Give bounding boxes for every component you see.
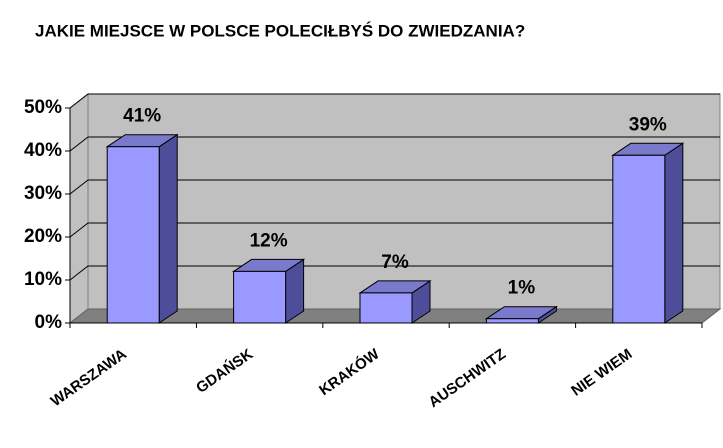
value-label: 12% (250, 230, 288, 251)
grid-line (69, 265, 720, 281)
value-label: 39% (629, 114, 667, 135)
bar (359, 292, 413, 324)
x-tick-label: GDAŃSK (193, 346, 256, 397)
x-tick-label: WARSZAWA (48, 346, 130, 411)
y-tick-label: 50% (24, 97, 62, 118)
grid-line (69, 136, 720, 152)
bar-side (664, 142, 684, 324)
grid-line (69, 93, 720, 109)
chart-title: JAKIE MIEJSCE W POLSCE POLECIŁBYŚ DO ZWI… (35, 21, 525, 40)
y-tick-label: 30% (24, 183, 62, 204)
x-tick-label: AUSCHWITZ (425, 346, 508, 412)
value-label: 1% (508, 278, 536, 299)
y-tick-label: 20% (24, 226, 62, 247)
bar (485, 318, 539, 324)
value-label: 7% (381, 252, 409, 273)
bar (612, 154, 666, 324)
y-tick-label: 10% (24, 269, 62, 290)
bar (233, 270, 287, 324)
value-label: 41% (123, 106, 161, 127)
side-wall (69, 92, 89, 325)
bar (106, 146, 160, 324)
y-tick-label: 40% (24, 140, 62, 161)
y-tick-label: 0% (35, 312, 63, 333)
x-tick-label: KRAKÓW (316, 344, 384, 399)
grid-line (69, 179, 720, 195)
grid-line (69, 222, 720, 238)
bar-side (158, 133, 178, 324)
x-tick-label: NIE WIEM (568, 346, 635, 400)
